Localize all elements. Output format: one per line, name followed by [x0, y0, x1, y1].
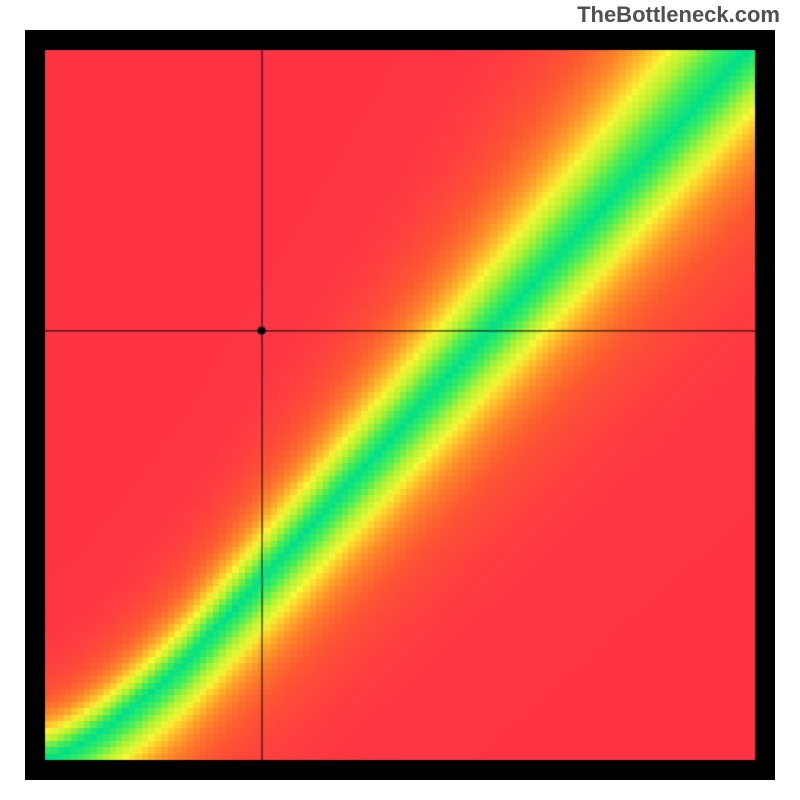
plot-area [25, 30, 775, 780]
chart-container: TheBottleneck.com [0, 0, 800, 800]
crosshair-overlay [25, 30, 775, 780]
watermark-text: TheBottleneck.com [577, 2, 780, 28]
